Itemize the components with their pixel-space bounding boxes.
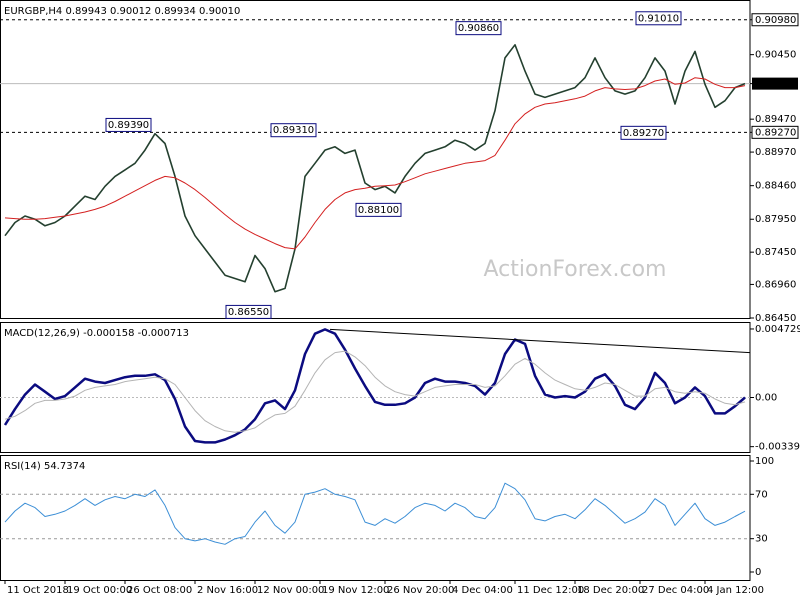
y-tick-label: 0.86960 [755,279,796,290]
y-tick-label: 0.89270 [755,127,796,138]
annotation-label: 0.89270 [623,128,664,139]
series-line [4,482,746,545]
x-tick-label: 11 Dec 12:00 [517,585,584,596]
y-tick-label: 0.90980 [755,15,796,26]
x-tick-label: 19 Nov 12:00 [322,585,389,596]
x-tick-label: 26 Oct 08:00 [127,585,192,596]
level-marker [751,125,799,139]
y-tick-label: 0.86450 [755,313,796,324]
y-tick-label: 0.88460 [755,181,796,192]
x-tick-label: 12 Nov 00:00 [257,585,324,596]
x-tick-label: 2 Nov 16:00 [197,585,258,596]
panel-frame [0,0,751,319]
y-tick-label: 0.004729 [755,324,800,335]
y-tick-label: 0.88970 [755,147,796,158]
y-tick-label: 0.90450 [755,50,796,61]
annotation-label: 0.89310 [273,125,314,136]
panel-frame [0,455,751,581]
annotation-box [635,11,682,26]
x-tick-label: 18 Dec 20:00 [577,585,644,596]
trendline [329,328,751,354]
x-tick-label: 4 Jan 12:00 [707,585,764,596]
panel-title: MACD(12,26,9) -0.000158 -0.000713 [4,328,189,339]
x-tick-label: 27 Dec 04:00 [642,585,709,596]
y-tick-label: 70 [755,489,768,500]
x-tick-label: 11 Oct 2018 [7,585,69,596]
annotation-label: 0.88100 [358,205,399,216]
annotation-box [270,123,317,138]
annotation-box [620,125,667,140]
annotation-box [105,117,152,132]
y-tick-label: 0 [755,567,761,578]
y-tick-label: 0.00 [755,393,777,404]
series-line [4,44,746,293]
series-line [4,77,746,250]
series-line [3,328,746,444]
y-tick-label: 0.90010 [755,79,796,90]
series-line [4,350,746,433]
annotation-label: 0.86550 [228,307,269,318]
y-tick-label: 0.87450 [755,247,796,258]
x-tick-label: 26 Nov 20:00 [387,585,454,596]
level-marker [751,13,799,27]
watermark: ActionForex.com [484,257,667,282]
y-tick-label: 30 [755,534,768,545]
panel-frame [0,322,751,453]
annotation-box [355,202,402,217]
annotation-label: 0.91010 [638,13,679,24]
x-tick-label: 4 Dec 04:00 [452,585,513,596]
annotation-label: 0.89390 [108,120,149,131]
annotation-label: 0.90860 [458,23,499,34]
y-tick-label: 0.89470 [755,114,796,125]
annotation-box [455,21,502,36]
annotation-box [225,304,272,319]
panel-title: EURGBP,H4 0.89943 0.90012 0.89934 0.9001… [4,6,240,17]
panel-title: RSI(14) 54.7374 [4,461,85,472]
x-tick-label: 19 Oct 00:00 [67,585,132,596]
y-tick-label: 0.87950 [755,214,796,225]
y-tick-label: 100 [755,456,774,467]
price-marker [752,77,798,90]
y-tick-label: -0.003391 [755,442,800,453]
